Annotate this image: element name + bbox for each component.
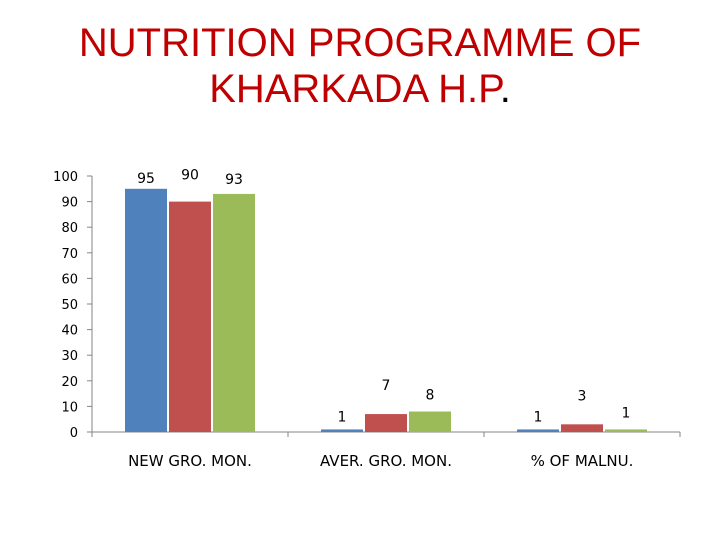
y-tick-label: 80 — [61, 221, 78, 236]
data-label: 1 — [338, 409, 347, 425]
title-period: . — [499, 67, 511, 111]
bar — [321, 429, 363, 432]
data-label: 3 — [578, 388, 587, 404]
data-label: 90 — [181, 168, 199, 184]
bar — [169, 201, 211, 432]
y-tick-label: 70 — [61, 247, 78, 262]
y-tick-label: 20 — [61, 375, 78, 390]
y-tick-label: 100 — [53, 170, 78, 185]
bar — [213, 193, 255, 432]
title-line-2: KHARKADA H.P. — [0, 66, 720, 112]
chart-bars — [125, 188, 647, 432]
y-tick-label: 30 — [61, 349, 78, 364]
bar — [365, 414, 407, 432]
title-line-1: NUTRITION PROGRAMME OF — [78, 21, 642, 65]
y-tick-label: 40 — [61, 324, 78, 339]
data-label: 95 — [137, 171, 155, 187]
data-label: 93 — [225, 172, 243, 188]
data-label: 1 — [622, 405, 631, 421]
y-tick-label: 10 — [61, 400, 78, 415]
x-category-label: NEW GRO. MON. — [128, 452, 252, 470]
bar — [561, 424, 603, 432]
chart-axes: 0 10 20 30 40 50 60 70 80 90 100 NEW GRO. MON. AVER.… — [53, 170, 681, 470]
data-label: 8 — [426, 388, 435, 404]
data-label: 7 — [382, 378, 391, 394]
y-tick-label: 90 — [61, 196, 78, 211]
y-tick-label: 0 — [70, 426, 78, 441]
data-label: 1 — [534, 409, 543, 425]
bar — [409, 411, 451, 432]
title-line-2-text: KHARKADA H.P — [209, 67, 500, 111]
y-tick-label: 60 — [61, 272, 78, 287]
chart-title: NUTRITION PROGRAMME OF KHARKADA H.P. — [0, 20, 720, 112]
bar — [517, 429, 559, 432]
bar — [605, 429, 647, 432]
y-tick-label: 50 — [61, 298, 78, 313]
x-category-label: AVER. GRO. MON. — [320, 452, 452, 470]
chart-data-labels: 95 90 93 1 7 8 1 3 1 — [137, 168, 630, 426]
bar — [125, 188, 167, 432]
x-category-label: % OF MALNU. — [531, 452, 634, 470]
